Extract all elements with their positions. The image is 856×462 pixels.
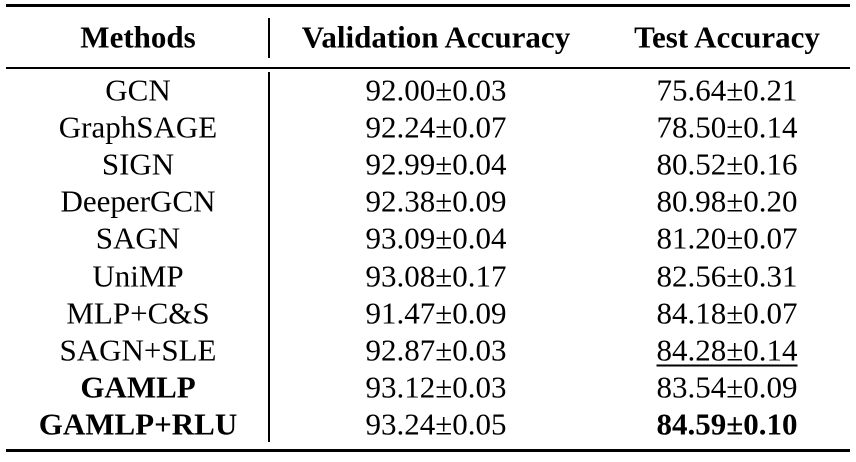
accuracy-cell: 92.24±0.07 [365,109,507,145]
method-name: GCN [105,72,171,108]
accuracy-cell: 92.00±0.03 [365,72,507,108]
column-divider [268,18,270,58]
accuracy-cell: 80.98±0.20 [656,183,798,219]
column-header: Test Accuracy [634,19,820,55]
accuracy-cell: 81.20±0.07 [656,220,798,256]
column-header: Methods [80,19,196,55]
accuracy-cell: 93.08±0.17 [365,258,507,293]
method-name: DeeperGCN [60,183,216,219]
accuracy-cell: 84.28±0.14 [656,332,798,368]
accuracy-cell: 84.59±0.10 [656,406,798,442]
method-name: MLP+C&S [66,295,210,331]
accuracy-cell: 78.50±0.14 [656,109,798,145]
accuracy-cell: 93.24±0.05 [365,406,507,442]
accuracy-cell: 92.87±0.03 [365,332,507,368]
accuracy-cell: 84.18±0.07 [656,295,798,331]
method-name: SAGN [95,220,181,256]
accuracy-cell: 93.12±0.03 [365,369,507,405]
method-name: GAMLP+RLU [38,406,238,442]
accuracy-cell: 91.47±0.09 [365,295,507,331]
method-name: SIGN [101,146,175,182]
accuracy-cell: 82.56±0.31 [656,258,798,293]
bottom-rule [6,449,850,452]
method-name: GAMLP [80,369,196,405]
top-rule [6,4,850,7]
accuracy-cell: 92.99±0.04 [365,146,507,182]
accuracy-cell: 92.38±0.09 [365,183,507,219]
column-divider [268,72,270,442]
method-name: SAGN+SLE [59,332,217,368]
accuracy-cell: 93.09±0.04 [365,220,507,256]
method-name: UniMP [92,258,184,293]
column-header: Validation Accuracy [301,19,571,55]
accuracy-cell: 75.64±0.21 [656,72,798,108]
header-rule [6,67,850,69]
accuracy-cell: 83.54±0.09 [656,369,798,405]
method-name: GraphSAGE [58,109,218,145]
accuracy-cell: 80.52±0.16 [656,146,798,182]
